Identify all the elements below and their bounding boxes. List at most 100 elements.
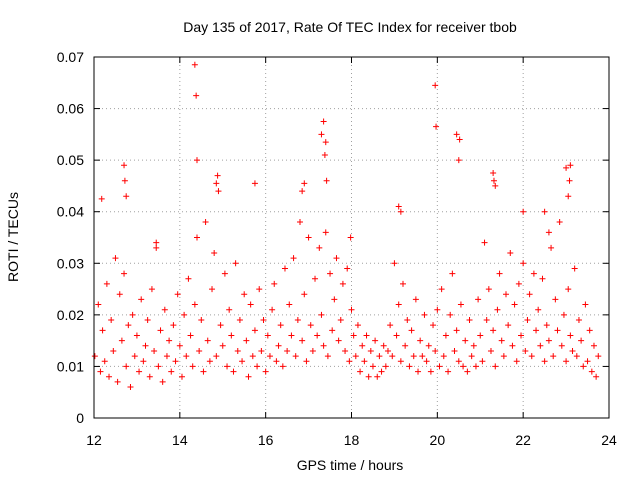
data-point [595,353,602,360]
data-point [451,347,458,354]
data-point [522,347,529,354]
data-point [397,358,404,365]
data-point [569,347,576,354]
data-point [590,342,597,349]
data-point [136,368,143,375]
data-point [101,358,108,365]
data-point [571,265,578,272]
data-point [301,180,308,187]
data-point [430,322,437,329]
data-point [219,342,226,349]
data-point [234,347,241,354]
data-point [108,317,115,324]
data-point [408,327,415,334]
data-point [423,358,430,365]
data-point [337,317,344,324]
data-point [299,188,306,195]
y-tick-label: 0 [76,410,84,426]
data-point [539,275,546,282]
data-point [485,286,492,293]
data-point [236,317,243,324]
data-point [455,157,462,164]
data-point [140,358,147,365]
data-point [230,368,237,375]
data-point [455,358,462,365]
data-point [335,337,342,344]
x-tick-label: 22 [515,432,531,448]
data-point [391,260,398,267]
data-point [322,139,329,146]
data-point [440,353,447,360]
data-point [367,347,374,354]
data-point [333,255,340,262]
data-point [299,337,306,344]
data-point [432,347,439,354]
data-point [266,353,273,360]
data-point [417,337,424,344]
data-point [530,270,537,277]
data-point [321,151,328,158]
data-point [144,317,151,324]
data-point [239,358,246,365]
y-axis-label: ROTI / TECUs [5,192,21,282]
y-tick-label: 0.06 [57,101,84,117]
data-point [95,301,102,308]
data-point [588,368,595,375]
data-point [318,131,325,138]
data-point [215,188,222,195]
data-point [449,270,456,277]
data-point [166,337,173,344]
data-point [194,234,200,241]
data-point [342,347,349,354]
data-point [470,342,477,349]
data-point [584,358,591,365]
data-point [129,311,136,318]
data-point [410,353,417,360]
data-point [481,239,488,246]
data-point [269,306,276,313]
data-point [258,347,265,354]
data-point [123,363,130,370]
x-tick-label: 18 [344,432,360,448]
data-point [528,353,535,360]
data-point [157,327,164,334]
y-tick-label: 0.07 [57,49,84,65]
data-point [193,92,200,99]
data-point [279,363,286,370]
data-point [106,373,113,380]
data-point [187,332,194,339]
data-point [191,61,198,68]
data-point [492,182,499,189]
data-point [395,203,402,210]
data-point [316,244,323,251]
data-point [125,322,132,329]
x-tick-label: 20 [430,432,446,448]
data-point [554,327,561,334]
data-point [593,373,600,380]
data-point [586,327,593,334]
data-point [228,332,235,339]
data-point [513,358,520,365]
data-point [323,177,330,184]
data-point [490,327,497,334]
data-point [442,332,449,339]
data-point [181,311,188,318]
data-point [509,342,516,349]
data-point [462,337,469,344]
data-point [380,342,387,349]
data-point [453,131,460,138]
data-point [434,306,441,313]
data-point [243,337,250,344]
data-point [347,234,354,241]
data-point [573,353,580,360]
data-point [537,342,544,349]
data-point [153,239,160,246]
data-point [254,363,261,370]
data-point [273,358,280,365]
data-point [421,311,428,318]
data-point [376,353,383,360]
data-point [226,306,233,313]
data-point [249,353,256,360]
data-point [133,332,140,339]
